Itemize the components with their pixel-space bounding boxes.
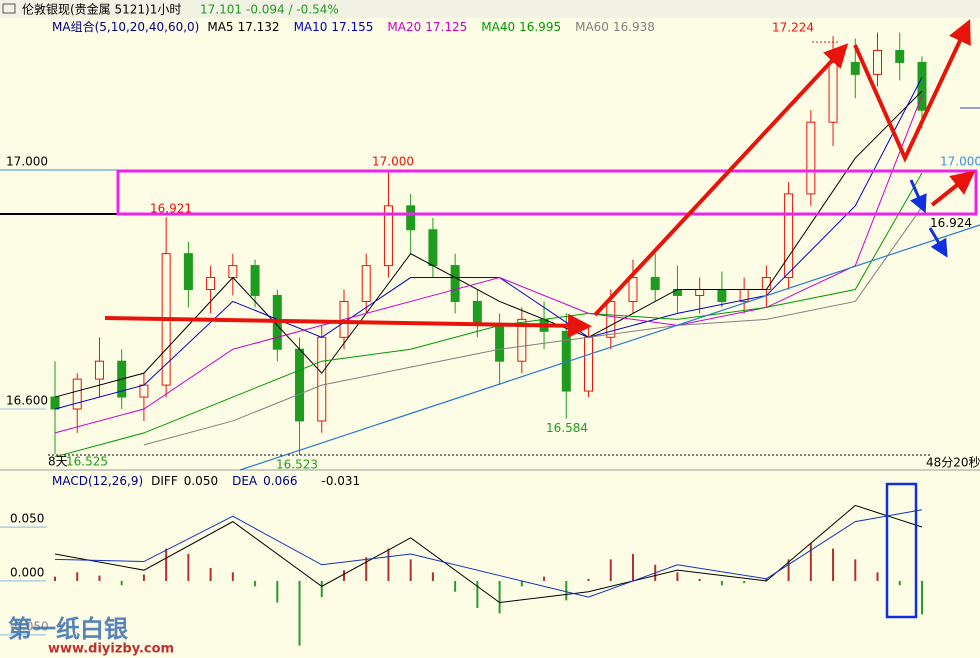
candle-body [450,265,460,302]
candle-body [406,205,416,231]
ma-line [54,95,923,434]
candle-body [495,324,505,362]
price-label: 16.924 [930,216,972,230]
candle-body [295,348,305,422]
legend-entry: MA组合(5,10,20,40,60,0) [52,19,199,34]
candle-body [428,229,438,267]
candle-body [672,288,682,296]
candle-body [94,360,104,380]
candle-body [50,396,60,410]
candle-body [917,61,927,111]
candle-body [828,61,838,123]
arrow [593,43,849,317]
legend-entry: DIFF [151,474,178,488]
y-tick-label: 16.600 [6,394,48,408]
legend-entry: MA10 [294,20,328,34]
price-label: 16.921 [150,202,192,216]
candle-body [850,61,860,75]
candle-body [383,205,393,267]
candle-body [628,277,638,302]
candle-body [72,378,82,410]
price-label: 17.000 [372,154,414,168]
candle-body [317,336,327,422]
ma-line [143,206,923,446]
candle-body [717,288,727,302]
candle-body [183,253,193,290]
y-tick-label: -0.050 [10,619,49,633]
legend-entry: DEA [232,474,258,488]
legend-entry: 0.066 [263,474,297,488]
candle-body [361,265,371,302]
annotations [104,19,980,619]
arrow [909,179,927,214]
watermark-title: 第一纸白银 [8,615,129,643]
top-bar [0,0,980,18]
legend-entry: MA40 [481,20,515,34]
ma-line [54,90,923,398]
dea-line [54,509,923,598]
candle-body [895,49,905,63]
price-change: -0.094 / -0.54% [246,3,339,17]
candle-body [206,277,216,290]
candle-body [139,384,149,398]
price-label: 16.523 [276,458,318,472]
legend-entry: 0.050 [184,474,218,488]
legend-entry: 16.995 [519,20,561,34]
legend-entry: MA5 [207,20,233,34]
price-label: 17.224 [772,21,814,35]
candle-body [584,336,594,392]
legend-entry: 17.155 [331,20,373,34]
arrow [928,227,948,258]
candle-body [517,318,527,362]
macd-legend: MACD(12,26,9) DIFF 0.050 DEA 0.066 -0.031 [52,474,360,488]
candle-body [606,300,616,338]
watermark-url: www.diyizby.com [48,642,174,657]
candle-body [228,265,238,279]
countdown-label: 48分20秒 [926,456,980,470]
period-label: 8天 [48,455,68,469]
price-label: 16.525 [66,454,108,468]
ma-legend: MA组合(5,10,20,40,60,0) MA5 17.132 MA10 17.155… [52,19,655,34]
candle-body [472,300,482,326]
diff-line [54,504,923,604]
arrow [930,170,976,207]
y-tick-label: 0.050 [10,512,44,526]
legend-entry: -0.031 [321,474,360,488]
candle-body [761,277,771,290]
legend-entry: 17.132 [238,20,280,34]
range-box [116,169,978,216]
candle-body [873,49,883,75]
legend-entry: MA20 [387,20,421,34]
legend-entry: 17.125 [425,20,467,34]
candle-body [650,277,660,290]
highlight-box [885,482,918,619]
trend-line [239,224,980,471]
candle-body [695,288,705,296]
candle-body [250,265,260,296]
last-price: 17.101 [200,3,242,17]
chart-title: 伦敦银现(贵金属 5121)1小时 [22,2,181,17]
legend-entry: MA60 [575,20,609,34]
candle-body [784,193,794,279]
arrow [853,19,971,163]
y-tick-label: 0.000 [10,565,44,579]
y-tick-label: 17.000 [6,154,48,168]
candle-body [806,121,816,195]
arrow [104,313,592,338]
legend-entry: MACD(12,26,9) [52,474,143,488]
legend-entry: 16.938 [613,20,655,34]
menu-icon[interactable] [2,3,16,14]
price-label: 17.000 [940,154,980,168]
price-label: 16.584 [546,421,588,435]
